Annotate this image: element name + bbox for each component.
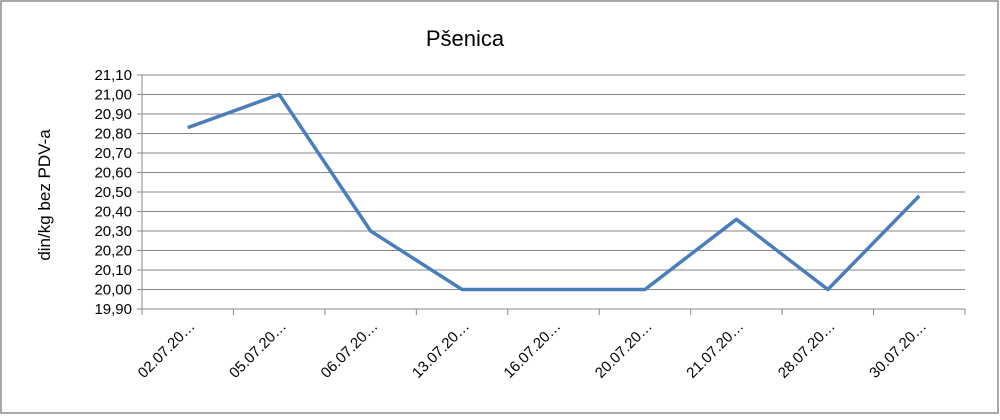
y-tick-label: 20,40 bbox=[94, 204, 132, 221]
y-axis-label: din/kg bez PDV-a bbox=[35, 129, 54, 261]
y-tick-label: 20,70 bbox=[94, 145, 132, 162]
y-tick-label: 21,10 bbox=[94, 67, 132, 84]
series-line bbox=[187, 92, 921, 292]
y-tick-label: 20,30 bbox=[94, 223, 132, 240]
y-tick-label: 19,90 bbox=[94, 301, 132, 318]
y-tick-label: 20,00 bbox=[94, 282, 132, 299]
y-tick-label: 20,80 bbox=[94, 126, 132, 143]
y-tick-label: 20,90 bbox=[94, 106, 132, 123]
y-tick-label: 20,60 bbox=[94, 165, 132, 182]
y-tick-label: 20,50 bbox=[94, 184, 132, 201]
chart-title: Pšenica bbox=[426, 26, 505, 51]
y-tick-label: 20,20 bbox=[94, 243, 132, 260]
y-tick-label: 21,00 bbox=[94, 87, 132, 104]
y-tick-label: 20,10 bbox=[94, 262, 132, 279]
